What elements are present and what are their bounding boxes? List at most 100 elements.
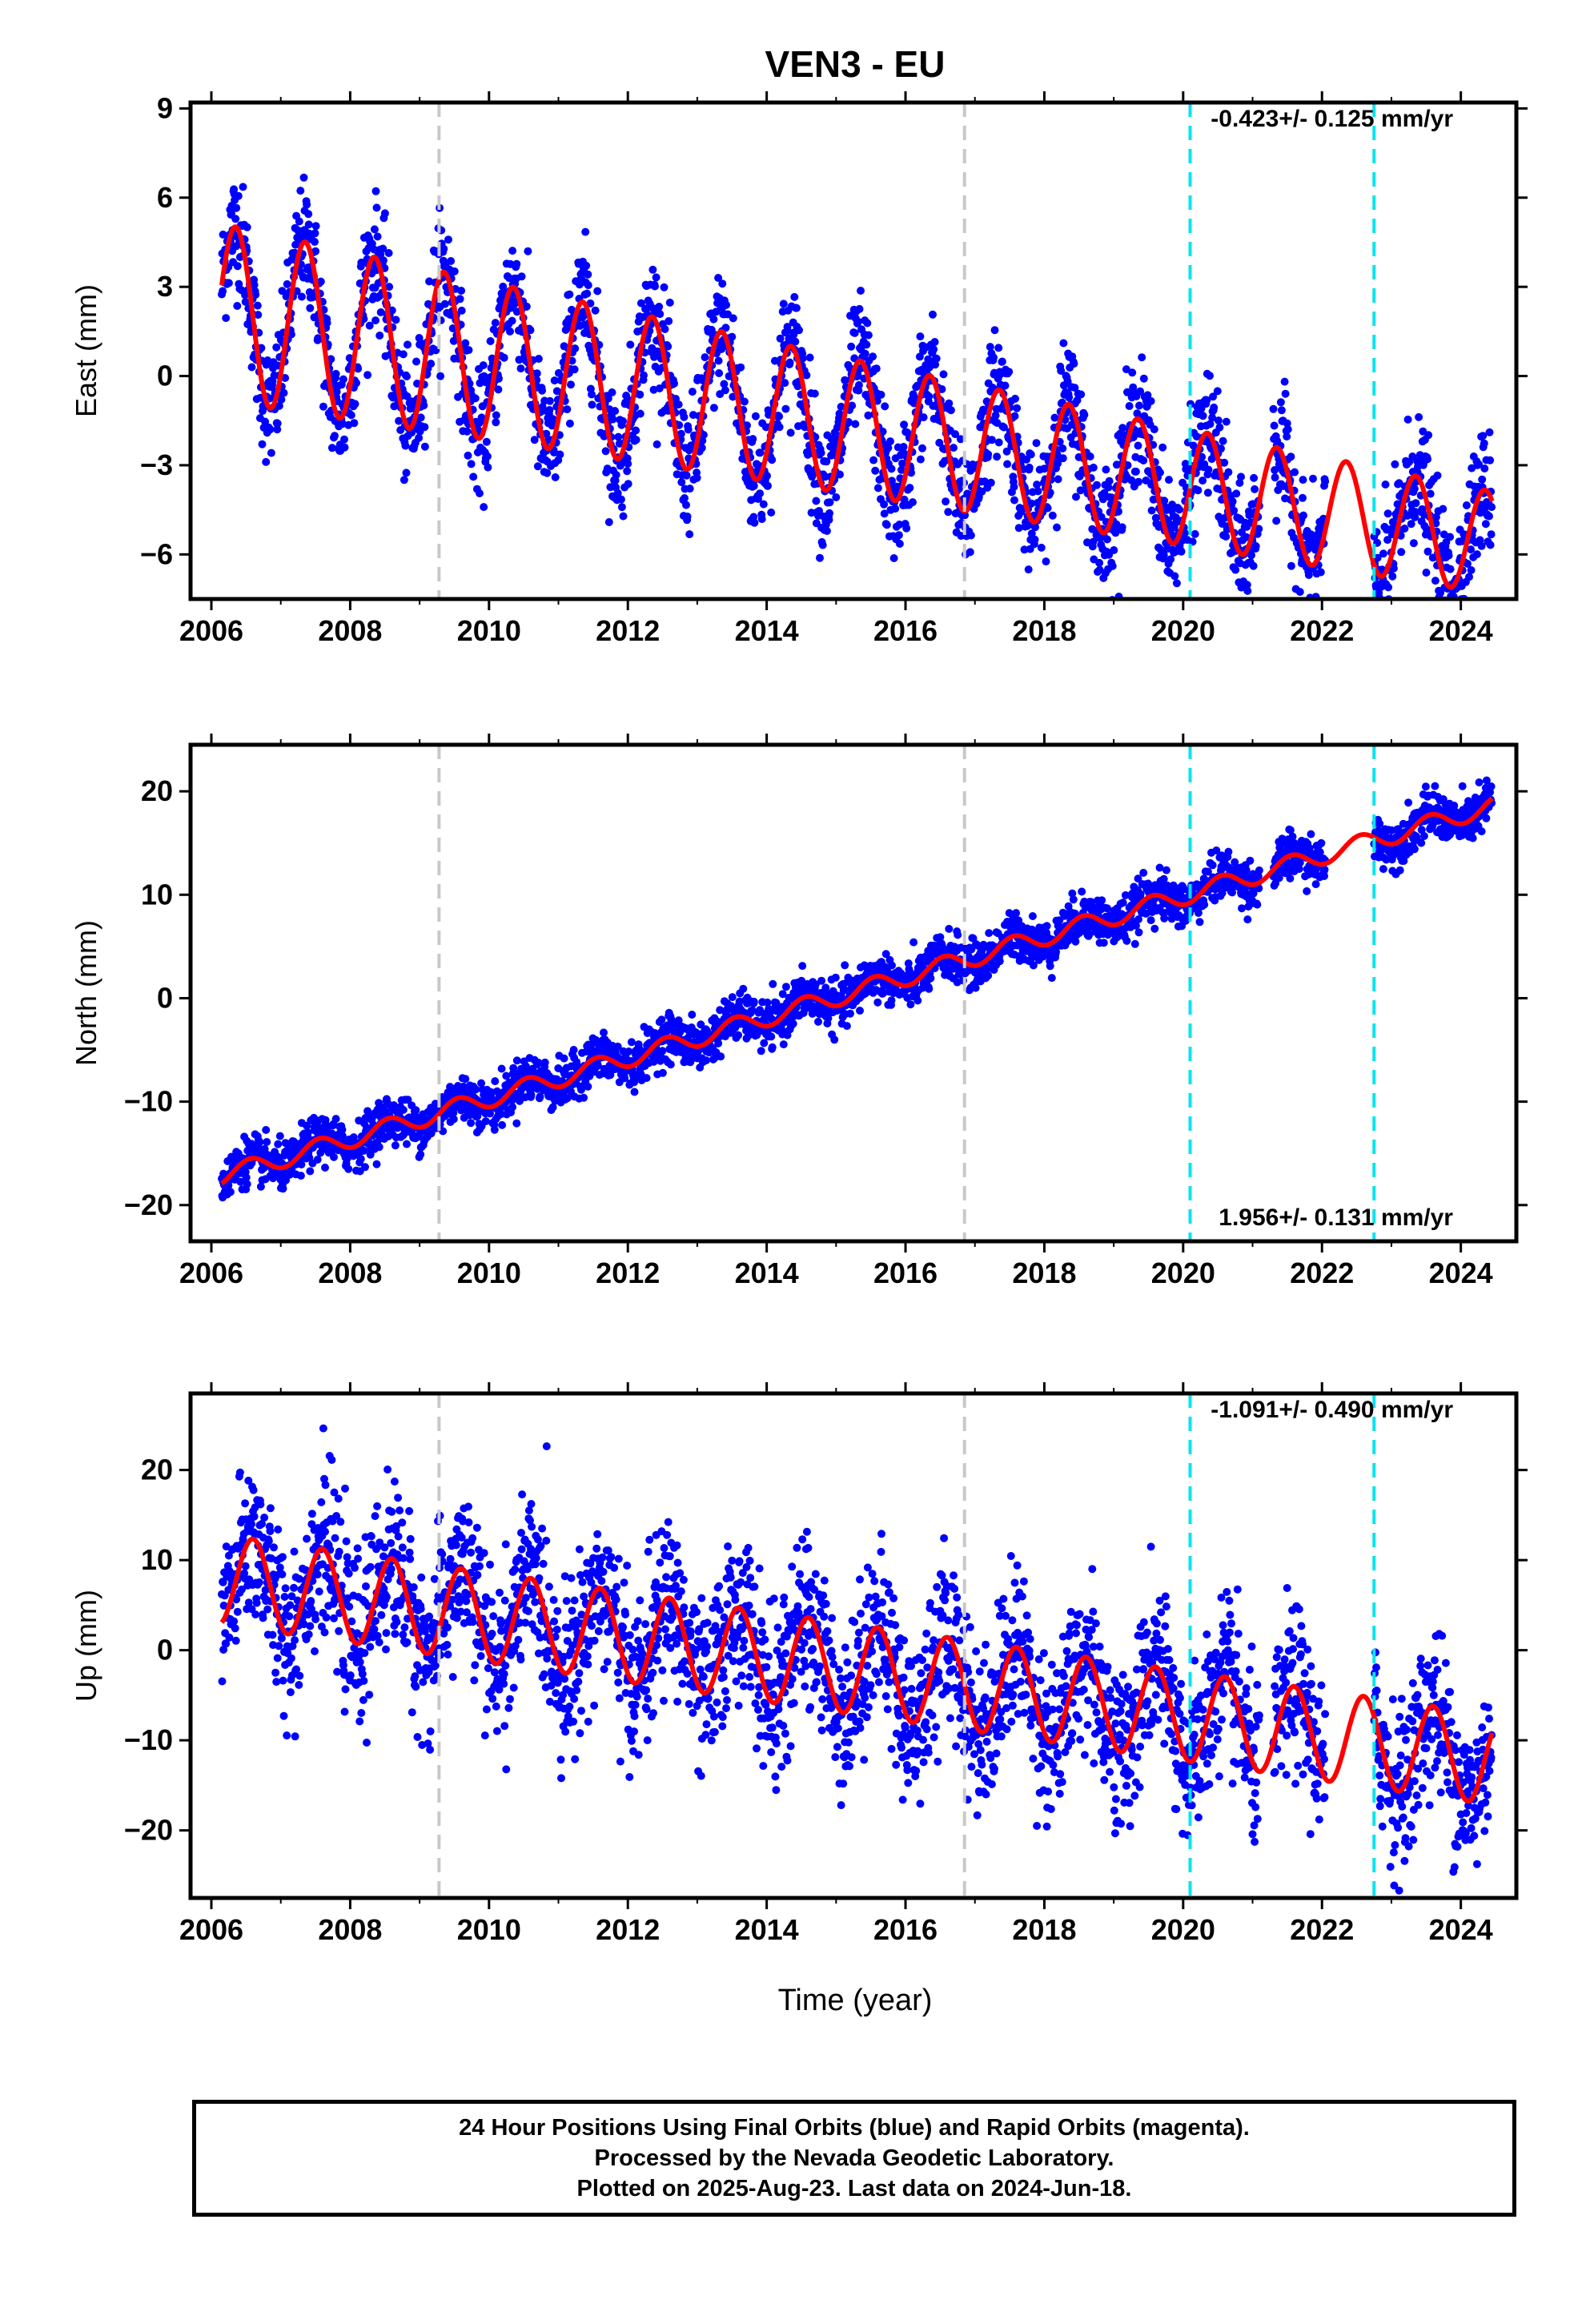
data-point [945,399,954,408]
data-point [880,500,889,509]
data-point [895,540,904,548]
data-point [1237,472,1245,481]
data-point [479,361,488,370]
data-point [1102,465,1110,474]
data-point [665,298,674,307]
data-point [815,507,823,515]
data-point [1411,508,1419,517]
data-point [486,337,495,345]
data-point [534,1058,543,1067]
data-point [375,332,384,340]
data-point [1058,454,1067,463]
data-point [539,406,548,415]
x-tick-label: 2022 [1290,614,1354,647]
data-point [412,357,420,366]
y-tick-label: 9 [157,91,173,124]
data-point [869,456,878,464]
data-point [402,468,411,477]
y-tick-label: 6 [157,181,173,214]
data-point [1486,541,1495,549]
data-point [1156,468,1164,476]
data-point [873,998,882,1007]
data-point [847,342,856,351]
data-point [871,466,880,475]
data-point [321,1164,329,1172]
data-point [632,426,640,435]
data-point [1277,406,1286,415]
data-point [1480,439,1488,448]
velocity-label: -0.423+/- 0.125 mm/yr [1211,106,1453,132]
y-tick-label: 0 [157,360,173,392]
data-point [1206,372,1214,380]
data-point [1379,549,1387,558]
data-point [279,388,288,397]
data-point [994,438,1003,447]
data-point [1204,465,1213,474]
data-point [658,1047,667,1055]
data-point [889,554,898,562]
data-point [571,344,580,353]
data-point [1208,413,1217,422]
data-point [224,1181,233,1190]
data-point [593,287,602,296]
data-point [751,412,760,420]
data-point [331,432,339,440]
data-point [391,1141,400,1150]
data-point [895,521,904,529]
data-point [619,416,627,425]
data-point [565,419,574,428]
data-point [231,215,240,223]
data-point [791,337,800,346]
data-point [577,1085,585,1094]
data-point [1424,431,1433,440]
data-point [1128,368,1137,377]
data-point [1139,374,1148,383]
data-point [384,249,393,257]
data-point [1251,542,1260,550]
data-point [314,334,323,343]
data-point [1032,439,1041,448]
data-point [420,423,429,432]
data-point [1027,529,1036,538]
data-point [665,317,673,325]
data-point [412,1106,420,1115]
data-point [359,1146,368,1155]
data-point [950,444,958,452]
data-point [512,1119,521,1128]
data-point [347,411,355,420]
data-point [570,365,579,374]
data-point [863,319,872,328]
data-point [444,235,452,244]
data-point [391,316,400,324]
data-point [548,1103,557,1112]
data-point [491,319,500,328]
data-point [1478,475,1487,484]
data-point [1480,464,1489,472]
data-point [898,459,906,468]
data-point [848,401,857,410]
data-point [395,416,404,425]
data-point [886,437,894,446]
data-point [750,518,759,527]
data-point [457,1106,466,1115]
data-point [502,1072,511,1080]
data-point [1118,424,1127,432]
data-point [619,512,628,521]
data-point [1433,471,1442,480]
data-point [749,435,757,444]
data-point [910,393,919,402]
data-point [1057,367,1066,375]
data-point [1271,473,1279,482]
data-point [664,342,673,351]
x-tick-label: 2008 [318,614,382,647]
data-point [1477,541,1486,550]
data-point [273,425,282,434]
data-point [685,530,694,539]
data-point [944,508,953,517]
data-point [1075,472,1084,480]
data-point [1472,550,1481,559]
data-point [551,473,560,481]
data-point [1485,428,1494,436]
data-point [938,385,946,393]
data-point [492,418,500,427]
